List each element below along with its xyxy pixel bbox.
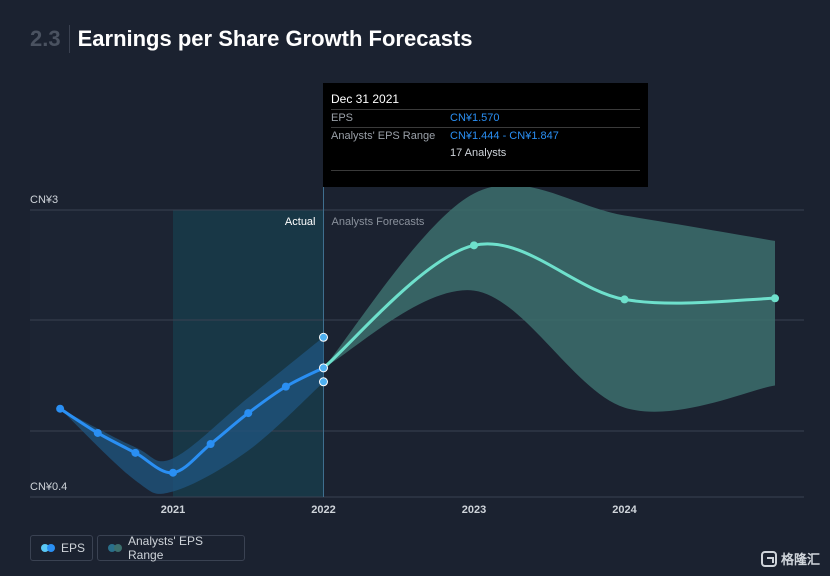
eps-forecast-line <box>322 242 776 370</box>
legend-eps-toggle[interactable]: EPS <box>30 535 93 561</box>
eps-point-2 <box>131 448 140 457</box>
x-tick-label-2024: 2024 <box>612 504 637 516</box>
forecast-region-label: Analysts Forecasts <box>332 216 425 228</box>
x-tick-label-2023: 2023 <box>462 504 486 516</box>
y-tick-label-top: CN¥3 <box>30 194 58 206</box>
page-title: Earnings per Share Growth Forecasts <box>77 26 473 51</box>
y-tick-label-bottom: CN¥0.4 <box>30 481 67 493</box>
tooltip-date: Dec 31 2021 <box>331 91 640 110</box>
legend-range-toggle[interactable]: Analysts' EPS Range <box>97 534 245 562</box>
forecast-point-1 <box>470 241 478 250</box>
legend-range-label: Analysts' EPS Range <box>128 534 203 562</box>
tooltip-eps-label: EPS <box>331 112 354 124</box>
past-period-shade <box>30 210 173 497</box>
highlight-low-point <box>319 377 328 387</box>
actual-region-label: Actual <box>285 216 316 228</box>
eps-point-6 <box>281 382 290 391</box>
eps-point-1 <box>93 428 102 437</box>
forecast-point-2 <box>620 295 629 304</box>
section-header: 2.3 Earnings per Share Growth Forecasts <box>30 24 473 54</box>
tooltip-eps-value: CN¥1.570 <box>450 112 500 124</box>
eps-legend-icon <box>41 544 55 552</box>
tooltip-divider <box>331 170 640 171</box>
x-tick-label-2021: 2021 <box>161 504 185 516</box>
watermark: 格隆汇 <box>760 549 820 568</box>
highlight-eps-point <box>319 363 328 373</box>
watermark-text: 格隆汇 <box>780 552 820 567</box>
section-number: 2.3 <box>30 25 70 53</box>
range-band-actual <box>60 336 324 494</box>
eps-point-3 <box>169 468 177 477</box>
tooltip-range-label: Analysts' EPS Range <box>331 130 436 142</box>
eps-point-0 <box>56 404 65 413</box>
forecast-point-3 <box>771 294 779 303</box>
range-band-forecast <box>323 185 775 412</box>
x-tick-label-2022: 2022 <box>311 504 335 516</box>
tooltip-range-value: CN¥1.444 - CN¥1.847 <box>450 130 559 142</box>
eps-point-4 <box>206 440 215 449</box>
chart-tooltip: Dec 31 2021 EPS CN¥1.570 Analysts' EPS R… <box>323 83 648 187</box>
tooltip-analysts: 17 Analysts <box>450 147 507 159</box>
gelonghui-logo-icon <box>760 550 777 567</box>
legend-eps-label: EPS <box>61 541 86 555</box>
range-legend-icon <box>108 544 122 552</box>
eps-point-5 <box>244 409 253 418</box>
highlight-high-point <box>319 332 328 342</box>
